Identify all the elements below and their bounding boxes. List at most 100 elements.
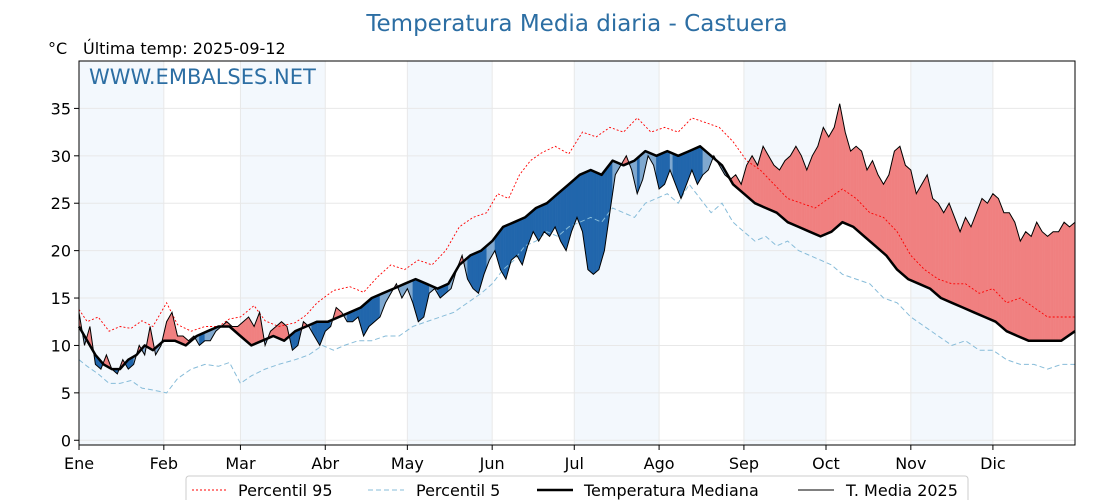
anomaly-fill-segment (1047, 233, 1051, 341)
anomaly-fill-segment (932, 198, 936, 294)
anomaly-fill-segment (1033, 222, 1037, 341)
x-tick-label: Jul (564, 454, 584, 473)
anomaly-fill-segment (877, 174, 881, 252)
anomaly-fill-segment (377, 294, 381, 320)
anomaly-fill-segment (1009, 211, 1013, 334)
anomaly-fill-segment (1069, 224, 1073, 336)
x-tick-label: Oct (812, 454, 840, 473)
anomaly-fill-segment (513, 220, 518, 259)
anomaly-fill-segment (1025, 231, 1029, 342)
anomaly-fill-segment (864, 160, 868, 240)
anomaly-fill-segment (784, 157, 788, 223)
anomaly-fill-segment (987, 197, 991, 320)
anomaly-fill-segment (552, 195, 556, 233)
anomaly-fill-segment (546, 200, 550, 237)
plot-frame (78, 60, 1076, 446)
y-tick-label: 25 (51, 194, 71, 213)
x-tick-label: Jun (479, 454, 505, 473)
anomaly-fill-segment (1050, 231, 1054, 341)
anomaly-fill-segment (979, 198, 983, 317)
anomaly-fill-segment (787, 155, 791, 224)
anomaly-fill-segment (899, 146, 903, 275)
anomaly-fill-segment (472, 252, 476, 292)
anomaly-fill-segment (828, 131, 832, 234)
x-tick-label: May (391, 454, 424, 473)
anomaly-fill-segment (500, 226, 504, 276)
anomaly-fill-segment (850, 148, 854, 228)
anomaly-fill-segment (590, 169, 594, 275)
anomaly-fill-segment (579, 173, 583, 232)
anomaly-fill-segment (847, 141, 851, 227)
anomaly-fill-segment (927, 174, 931, 289)
anomaly-fill-segment (965, 216, 969, 311)
y-tick-label: 20 (51, 242, 71, 261)
anomaly-fill-segment (896, 145, 901, 273)
x-tick-label: Ago (644, 454, 675, 473)
anomaly-fill-segment (1052, 231, 1057, 341)
anomaly-fill-segment (519, 218, 523, 266)
anomaly-fill-segment (937, 202, 942, 299)
anomaly-fill-segment (812, 150, 816, 235)
anomaly-fill-segment (968, 221, 972, 312)
y-tick-label: 30 (51, 147, 71, 166)
anomaly-fill-segment (1061, 221, 1065, 342)
anomaly-fill-segment (792, 145, 797, 227)
anomaly-fill-segment (989, 192, 994, 321)
anomaly-fill-segment (842, 117, 846, 224)
anomaly-fill-segment (891, 151, 895, 267)
anomaly-fill-segment (853, 145, 857, 230)
anomaly-fill-segment (281, 321, 285, 342)
anomaly-fill-segment (762, 145, 767, 209)
anomaly-fill-segment (1063, 221, 1067, 340)
anomaly-fill-segment (951, 210, 955, 305)
anomaly-fill-segment (855, 145, 860, 233)
anomaly-fill-segment (702, 148, 706, 176)
anomaly-fill-segment (880, 178, 884, 254)
last-temp-subtitle: Última temp: 2025-09-12 (83, 39, 286, 58)
x-axis: Ene Feb Mar Abr May Jun Jul Ago Sep Oct Nov Dic (64, 445, 1006, 473)
anomaly-fill-segment (368, 297, 372, 327)
y-tick-label: 15 (51, 289, 71, 308)
anomaly-fill-segment (872, 160, 876, 247)
anomaly-fill-segment (549, 198, 553, 238)
anomaly-fill-segment (913, 181, 917, 283)
anomaly-fill-segment (973, 212, 977, 314)
anomaly-fill-segment (1006, 212, 1010, 333)
x-tick-label: Abr (311, 454, 339, 473)
anomaly-fill-segment (565, 183, 569, 251)
series-lines (77, 103, 1076, 394)
anomaly-fill-segment (998, 198, 1002, 327)
y-unit-label: °C (48, 39, 67, 58)
y-tick-label: 10 (51, 336, 71, 355)
legend-label-2025: T. Media 2025 (845, 481, 958, 500)
anomaly-fill-segment (948, 203, 953, 304)
anomaly-fill-segment (1028, 233, 1032, 341)
y-axis: 0 5 10 15 20 25 30 35 (51, 99, 79, 450)
anomaly-fill-segment (773, 164, 777, 214)
anomaly-fill-segment (511, 221, 515, 261)
x-tick-label: Sep (729, 454, 759, 473)
anomaly-fill-segment (858, 148, 862, 235)
anomaly-fill-segment (697, 146, 701, 186)
anomaly-fill-segment (825, 131, 829, 235)
anomaly-fill-segment (790, 150, 794, 225)
anomaly-fill-segment (839, 103, 843, 225)
anomaly-fill-segment (543, 202, 548, 235)
y-tick-label: 5 (61, 384, 71, 403)
anomaly-fill-segment (984, 200, 988, 319)
anomaly-fill-segment (1066, 224, 1070, 338)
anomaly-fill-segment (836, 103, 840, 228)
anomaly-fill-segment (885, 174, 890, 260)
legend-label-p95: Percentil 95 (238, 481, 333, 500)
anomaly-fill-segment (995, 195, 999, 325)
watermark: WWW.EMBALSES.NET (89, 65, 316, 89)
anomaly-fill-segment (844, 132, 849, 225)
anomaly-fill-segment (869, 159, 873, 244)
y-tick-label: 0 (61, 431, 71, 450)
anomaly-fill-segment (801, 155, 805, 230)
legend-box (185, 475, 969, 500)
anomaly-fill-segment (751, 155, 756, 204)
anomaly-fill-segment (371, 296, 375, 325)
anomaly-fill-segment (817, 136, 821, 237)
